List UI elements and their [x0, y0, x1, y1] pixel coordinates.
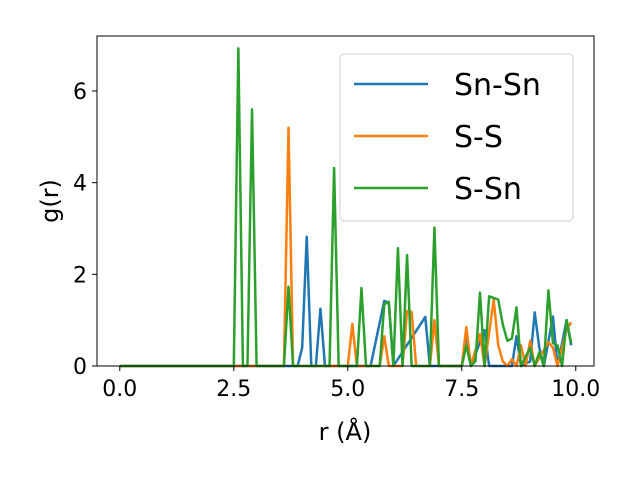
legend-label-s-s: S-S	[454, 120, 503, 155]
y-tick-label: 0	[73, 355, 87, 380]
x-tick-label: 10.0	[551, 377, 600, 402]
y-tick-label: 4	[73, 172, 87, 197]
x-tick-label: 5.0	[330, 377, 365, 402]
x-axis-label: r (Å)	[319, 417, 372, 446]
legend: Sn-Sn S-S S-Sn	[339, 53, 574, 222]
y-axis-label: g(r)	[36, 179, 64, 223]
x-tick-label: 7.5	[444, 377, 479, 402]
y-tick-label: 2	[73, 263, 87, 288]
legend-label-s-sn: S-Sn	[454, 172, 522, 207]
x-tick-label: 2.5	[216, 377, 251, 402]
y-axis: 0 2 4 6	[73, 80, 97, 380]
legend-label-sn-sn: Sn-Sn	[454, 68, 541, 103]
y-tick-label: 6	[73, 80, 87, 105]
series-line-s-sn	[119, 47, 573, 368]
plot-frame	[96, 35, 595, 367]
x-axis: 0.0 2.5 5.0 7.5 10.0	[102, 366, 600, 402]
legend-box	[339, 53, 574, 222]
x-tick-label: 0.0	[102, 377, 137, 402]
